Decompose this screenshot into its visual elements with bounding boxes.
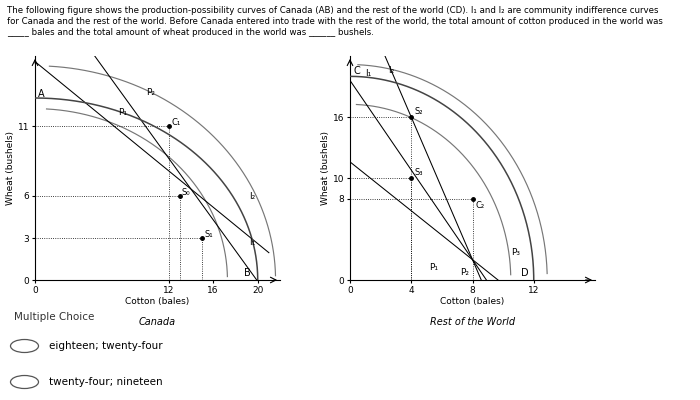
Text: _____ bales and the total amount of wheat produced in the world was ______ bushe: _____ bales and the total amount of whea… — [7, 28, 374, 38]
Text: I₂: I₂ — [248, 192, 255, 201]
Text: P₁: P₁ — [430, 263, 439, 272]
Text: Canada: Canada — [139, 317, 176, 327]
Text: I₂: I₂ — [389, 66, 395, 75]
X-axis label: Cotton (bales): Cotton (bales) — [125, 297, 190, 306]
Text: I₁: I₁ — [365, 69, 372, 78]
Text: C₁: C₁ — [172, 118, 181, 126]
Text: S₁: S₁ — [204, 230, 213, 238]
Text: A: A — [38, 88, 45, 98]
Text: twenty-four; nineteen: twenty-four; nineteen — [49, 377, 162, 387]
Text: B: B — [244, 268, 251, 278]
Text: S₀: S₀ — [182, 188, 190, 196]
Text: P₁: P₁ — [118, 108, 127, 117]
Text: S₂: S₂ — [414, 107, 423, 116]
Text: I₁: I₁ — [248, 238, 255, 247]
Text: P₃: P₃ — [511, 248, 520, 256]
Text: D: D — [522, 268, 529, 278]
Text: eighteen; twenty-four: eighteen; twenty-four — [49, 341, 162, 351]
Text: for Canada and the rest of the world. Before Canada entered into trade with the : for Canada and the rest of the world. Be… — [7, 17, 663, 26]
Text: Multiple Choice: Multiple Choice — [14, 312, 94, 322]
Text: C: C — [353, 66, 360, 76]
Y-axis label: Wheat (bushels): Wheat (bushels) — [6, 131, 15, 205]
Text: The following figure shows the production-possibility curves of Canada (AB) and : The following figure shows the productio… — [7, 6, 659, 15]
Text: P₂: P₂ — [461, 268, 469, 277]
Text: S₃: S₃ — [414, 168, 423, 177]
Text: C₂: C₂ — [475, 201, 484, 210]
Y-axis label: Wheat (bushels): Wheat (bushels) — [321, 131, 330, 205]
Text: P₂: P₂ — [146, 88, 155, 97]
X-axis label: Cotton (bales): Cotton (bales) — [440, 297, 505, 306]
Text: Rest of the World: Rest of the World — [430, 317, 515, 327]
